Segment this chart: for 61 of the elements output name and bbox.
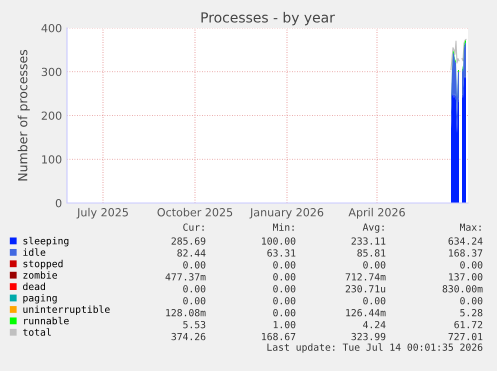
legend-label: stopped <box>23 260 63 270</box>
x-tick-label: October 2025 <box>157 208 232 216</box>
text: 0.00 <box>460 297 482 304</box>
text: 0.00 <box>273 273 296 281</box>
text: 477.37m <box>166 273 206 281</box>
text: 0.00 <box>183 285 206 292</box>
text: 0.00 <box>273 309 296 316</box>
text: 1.00 <box>274 320 296 328</box>
text: 0.00 <box>273 285 296 292</box>
y-axis-title: Number of processes <box>18 50 30 180</box>
chart-title: Processes - by year <box>201 12 335 26</box>
y-tick-label: 200 <box>42 111 62 120</box>
text: 0.00 <box>183 297 206 304</box>
text: 712.74m <box>346 273 386 280</box>
text: 0.00 <box>273 261 296 269</box>
text: 374.26 <box>172 332 206 340</box>
text: 61.72 <box>454 320 482 328</box>
text: 128.08m <box>166 309 206 316</box>
text: 168.37 <box>449 249 482 257</box>
y-tick-label: 100 <box>42 155 62 164</box>
text: 63.31 <box>267 249 296 257</box>
legend-label: uninterruptible <box>23 305 110 315</box>
legend-label: zombie <box>23 271 58 279</box>
text: 830.00m <box>442 285 483 292</box>
text: 0.00 <box>273 297 296 304</box>
text: Avg: <box>362 224 384 233</box>
text: 727.01 <box>448 332 482 340</box>
text: 82.44 <box>177 249 206 257</box>
text: 634.24 <box>448 237 483 245</box>
text: 5.28 <box>460 309 482 316</box>
text: 0.00 <box>460 261 482 269</box>
y-tick-label: 300 <box>42 68 62 76</box>
text: 4.24 <box>363 320 386 328</box>
legend-label: sleeping <box>23 236 68 246</box>
text: 0.00 <box>363 297 386 304</box>
text: Max: <box>460 224 481 231</box>
text: Cur: <box>183 223 204 231</box>
text: Min: <box>272 223 294 231</box>
x-tick-label: July 2025 <box>76 208 128 219</box>
text: 233.11 <box>352 237 386 245</box>
legend-label: total <box>23 328 51 336</box>
legend-label: paging <box>23 294 57 304</box>
text: 230.71u <box>346 285 386 292</box>
text: 285.69 <box>172 237 206 245</box>
text: Last update: Tue Jul 14 00:01:35 2026 <box>267 343 482 353</box>
y-tick-label: 0 <box>56 198 62 208</box>
text: 126.44m <box>346 309 386 316</box>
y-tick-label: 400 <box>41 24 62 32</box>
text: 137.00 <box>449 273 482 281</box>
text: 100.00 <box>262 237 296 245</box>
x-tick-label: April 2026 <box>348 208 405 219</box>
legend-label: runnable <box>24 316 69 324</box>
legend-label: dead <box>23 282 45 290</box>
text: 85.81 <box>357 249 386 257</box>
text: 168.67 <box>262 332 296 340</box>
text: 323.99 <box>352 332 386 340</box>
legend-label: idle <box>23 248 46 256</box>
text: 0.00 <box>363 261 386 269</box>
text: 0.00 <box>183 261 206 269</box>
x-tick-label: January 2026 <box>249 208 324 219</box>
text: 5.53 <box>183 320 206 328</box>
